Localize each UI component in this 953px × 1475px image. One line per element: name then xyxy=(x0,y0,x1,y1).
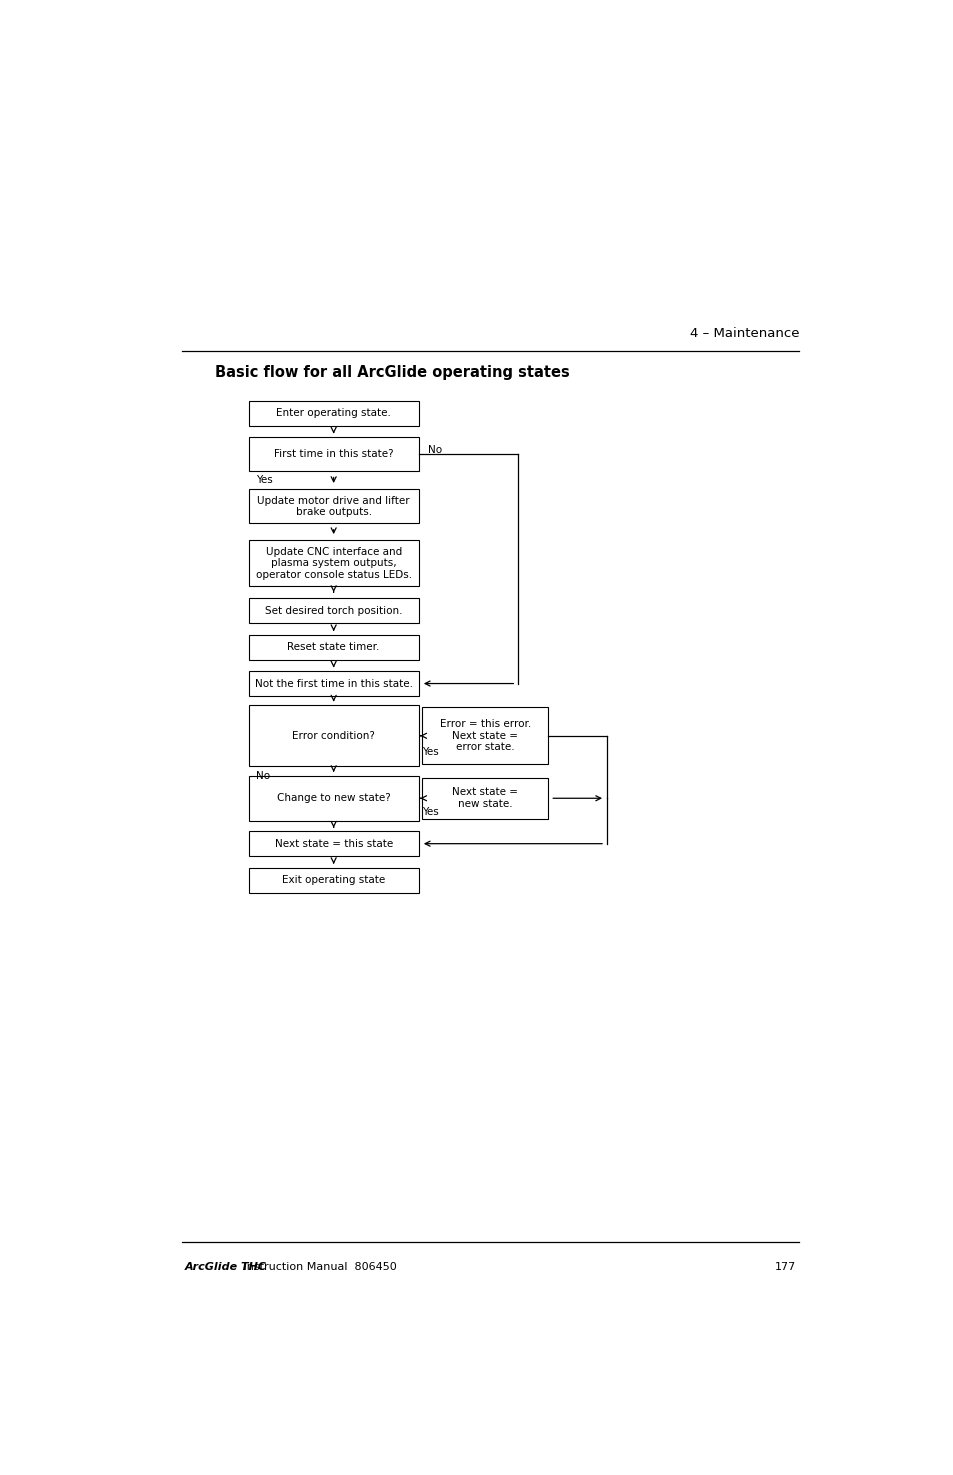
Bar xyxy=(249,832,418,855)
Text: No: No xyxy=(427,444,441,454)
Text: Yes: Yes xyxy=(255,475,273,485)
Text: Yes: Yes xyxy=(422,807,438,817)
Text: Exit operating state: Exit operating state xyxy=(282,875,385,885)
Text: Change to new state?: Change to new state? xyxy=(276,794,390,804)
Text: Next state = this state: Next state = this state xyxy=(274,839,393,848)
Text: Yes: Yes xyxy=(422,748,438,757)
Text: No: No xyxy=(255,770,270,780)
Text: Set desired torch position.: Set desired torch position. xyxy=(265,606,402,617)
Text: Error = this error.
Next state =
error state.: Error = this error. Next state = error s… xyxy=(439,720,530,752)
Bar xyxy=(422,708,547,764)
Text: ArcGlide THC: ArcGlide THC xyxy=(184,1263,266,1273)
Text: First time in this state?: First time in this state? xyxy=(274,448,393,459)
Bar xyxy=(249,634,418,659)
Bar xyxy=(249,867,418,892)
Text: Basic flow for all ArcGlide operating states: Basic flow for all ArcGlide operating st… xyxy=(215,364,570,381)
Text: Update motor drive and lifter
brake outputs.: Update motor drive and lifter brake outp… xyxy=(257,496,410,518)
Bar xyxy=(249,776,418,822)
Text: Instruction Manual  806450: Instruction Manual 806450 xyxy=(239,1263,396,1273)
Text: 4 – Maintenance: 4 – Maintenance xyxy=(689,327,799,341)
Bar xyxy=(249,540,418,586)
Bar xyxy=(249,490,418,524)
Text: Error condition?: Error condition? xyxy=(292,730,375,740)
Bar xyxy=(249,599,418,624)
Text: 177: 177 xyxy=(775,1263,796,1273)
Bar xyxy=(249,705,418,767)
Text: Update CNC interface and
plasma system outputs,
operator console status LEDs.: Update CNC interface and plasma system o… xyxy=(255,547,412,580)
Text: Next state =
new state.: Next state = new state. xyxy=(452,788,517,810)
Text: Enter operating state.: Enter operating state. xyxy=(276,409,391,419)
Bar xyxy=(249,401,418,426)
Text: Reset state timer.: Reset state timer. xyxy=(287,642,379,652)
Bar xyxy=(249,671,418,696)
Text: Not the first time in this state.: Not the first time in this state. xyxy=(254,678,413,689)
Bar xyxy=(422,777,547,819)
Bar xyxy=(249,437,418,471)
